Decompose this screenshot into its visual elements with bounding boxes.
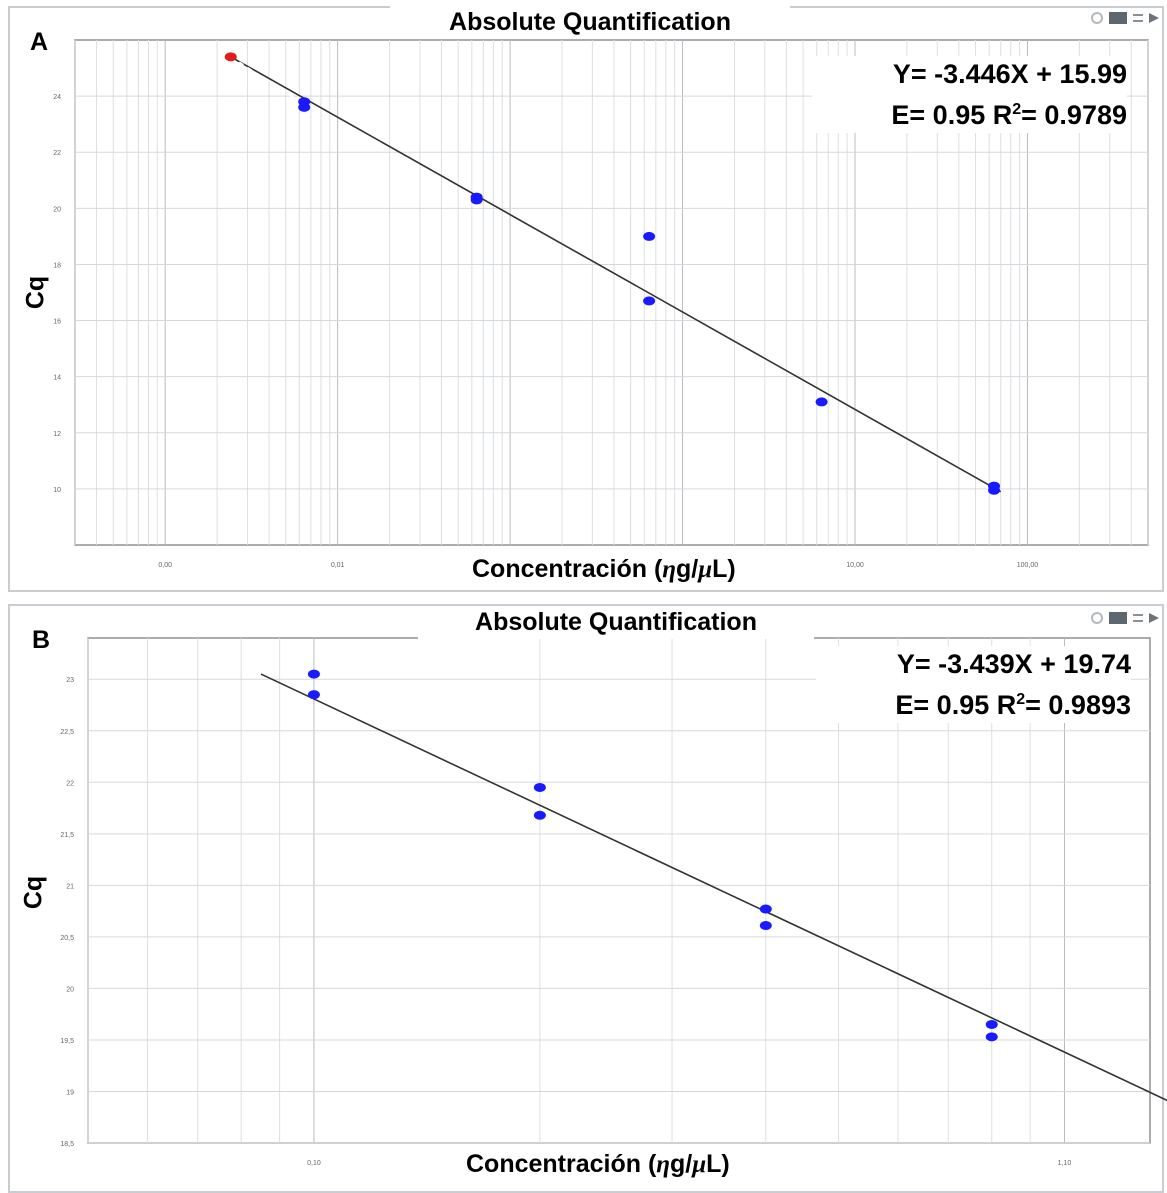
y-tick-label: 20,5 [60,935,74,942]
regression-equation-box: Y= -3.446X + 15.99 E= 0.95 R2= 0.9789 [812,56,1127,133]
standard-point [643,296,656,306]
y-tick-label: 19 [66,1089,74,1096]
standard-point [985,1032,998,1042]
y-tick-label: 14 [53,375,61,382]
y-tick-label: 18,5 [60,1141,74,1148]
r2-value: = 0.9893 [1025,690,1131,720]
y-tick-label: 22 [53,150,61,157]
regression-dash [230,55,305,106]
x-label-post: L) [712,555,736,583]
chart-panel-a: 10 12 14 16 18 20 22 24 0,00 0,01 10,00 100,00 A Ab… [0,0,1167,595]
zoom-icon[interactable] [1091,12,1103,24]
x-label-pre: Concentración ( [466,1150,657,1178]
y-tick-label: 22,5 [60,729,74,736]
unknown-sample-point [224,52,237,62]
efficiency-label: E= 0.95 R [895,690,1017,720]
y-tick-label: 12 [53,431,61,438]
r2-value: = 0.9789 [1021,100,1127,130]
regression-line [230,56,1002,493]
x-axis-label: Concentración (ηg/μL) [460,1150,736,1179]
x-label-eta: η [656,1151,671,1178]
standard-point [643,231,656,241]
chart-title: Absolute Quantification [418,606,814,639]
efficiency-r2: E= 0.95 R2= 0.9789 [812,92,1127,133]
y-tick-label: 20 [66,986,74,993]
r2-superscript: 2 [1012,101,1022,118]
standard-point [533,782,546,792]
standard-point [815,397,828,407]
grid-icon[interactable] [1109,12,1127,24]
x-label-post: L) [706,1150,730,1178]
standard-point [298,102,311,112]
efficiency-r2: E= 0.95 R2= 0.9893 [816,682,1131,723]
regression-line [260,673,1167,1102]
r2-superscript: 2 [1016,691,1026,708]
y-tick-label: 19,5 [60,1038,74,1045]
standard-point [533,810,546,820]
chart-panel-b: 18,5 19 19,5 20 20,5 21 21,5 22 22,5 23 0,10 1,10 B… [0,598,1167,1193]
standard-point [759,904,772,914]
x-axis-label: Concentración (ηg/μL) [466,555,742,584]
y-tick-label: 24 [53,94,61,101]
panel-letter: A [30,28,49,56]
y-tick-label: 10 [53,487,61,494]
arrow-icon[interactable] [1149,13,1159,23]
arrow-icon[interactable] [1149,613,1159,623]
x-tick-label: 0,01 [331,562,345,569]
x-label-mu: μ [698,556,713,583]
x-tick-label: 1,10 [1058,1160,1072,1167]
x-label-mu: μ [692,1151,707,1178]
y-tick-label: 16 [53,319,61,326]
standard-point [307,669,320,679]
chart-toolbar [1091,12,1159,24]
y-axis-label: Cq [19,870,49,915]
standard-point [307,690,320,700]
y-tick-label: 23 [66,677,74,684]
regression-equation: Y= -3.439X + 19.74 [896,649,1131,679]
x-tick-label: 100,00 [1017,562,1039,569]
x-tick-label: 10,00 [846,562,864,569]
y-tick-label: 21,5 [60,832,74,839]
y-tick-label: 18 [53,262,61,269]
regression-equation-box: Y= -3.439X + 19.74 E= 0.95 R2= 0.9893 [816,646,1131,723]
chart-title: Absolute Quantification [390,6,790,39]
y-tick-label: 21 [66,883,74,890]
zoom-icon[interactable] [1091,612,1103,624]
pan-icon[interactable] [1133,14,1143,22]
x-label-pre: Concentración ( [472,555,663,583]
x-label-mid: g/ [676,555,699,583]
standard-point [985,1019,998,1029]
x-label-mid: g/ [670,1150,693,1178]
x-tick-label: 0,10 [307,1160,321,1167]
regression-equation: Y= -3.446X + 15.99 [892,59,1127,89]
grid-icon[interactable] [1109,612,1127,624]
pan-icon[interactable] [1133,614,1143,622]
x-tick-label: 0,00 [158,562,172,569]
standard-point [988,485,1001,495]
x-label-eta: η [662,556,677,583]
y-axis-label: Cq [21,270,51,315]
standard-point [470,195,483,205]
chart-toolbar [1091,612,1159,624]
y-tick-label: 20 [53,206,61,213]
standard-point [759,921,772,931]
efficiency-label: E= 0.95 R [891,100,1013,130]
panel-letter: B [32,626,51,654]
y-tick-label: 22 [66,780,74,787]
